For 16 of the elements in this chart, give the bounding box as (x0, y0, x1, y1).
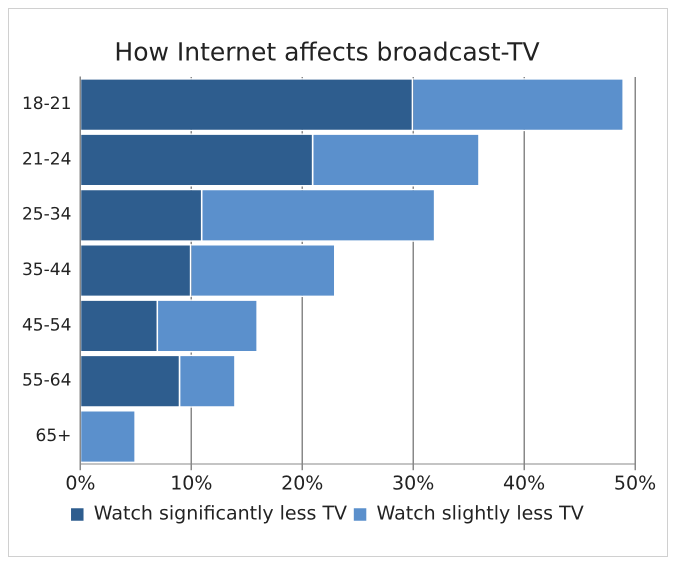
y-tick-label: 18-21 (22, 94, 72, 114)
y-tick-label: 25-34 (22, 204, 72, 225)
x-tick-label: 0% (65, 472, 96, 495)
x-tick-label: 20% (281, 472, 324, 495)
x-tick-label: 10% (170, 472, 212, 495)
chart-title: How Internet affects broadcast-TV (114, 38, 540, 66)
legend-label: Watch significantly less TV (94, 502, 348, 524)
x-tick-label: 30% (392, 472, 434, 495)
y-tick-label: 55-64 (22, 370, 72, 391)
x-tick-label: 40% (502, 472, 546, 495)
legend-label: Watch slightly less TV (376, 502, 584, 524)
y-tick-label: 65+ (36, 426, 72, 446)
y-tick-label: 21-24 (22, 149, 72, 170)
y-tick-label: 45-54 (22, 315, 72, 336)
x-tick-label: 50% (614, 472, 656, 495)
y-tick-label: 35-44 (22, 260, 72, 280)
